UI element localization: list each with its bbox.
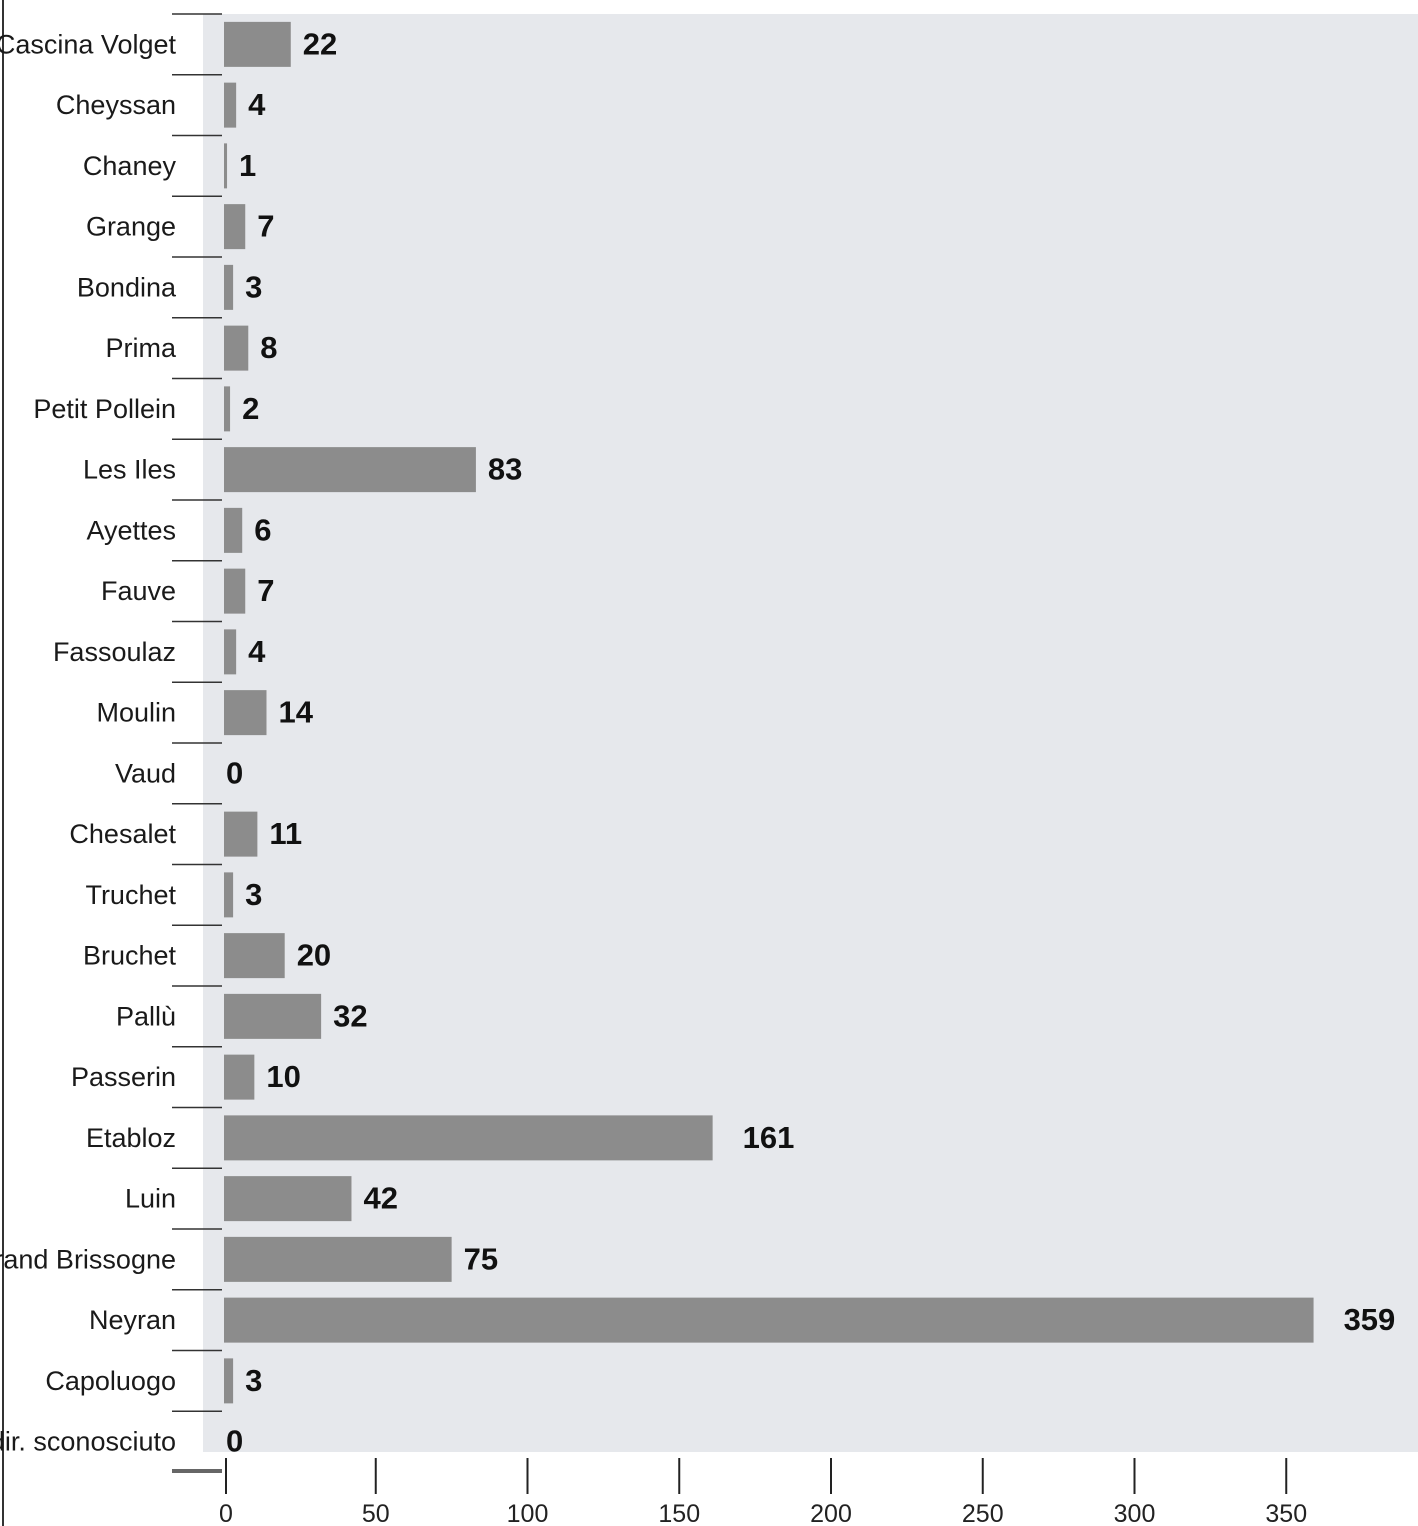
bar-17 xyxy=(224,1054,255,1100)
category-label: Prima xyxy=(105,333,176,363)
bar-11 xyxy=(224,690,267,736)
data-label: 161 xyxy=(743,1120,795,1155)
category-label: Chaney xyxy=(83,151,177,181)
bar-5 xyxy=(224,325,249,371)
data-label: 32 xyxy=(333,998,367,1033)
category-label: Bondina xyxy=(77,272,177,302)
data-label: 3 xyxy=(245,269,262,304)
data-label: 359 xyxy=(1344,1302,1396,1337)
category-label: Cascina Volget xyxy=(0,29,176,59)
bar-22 xyxy=(224,1358,234,1404)
category-label: Indir. sconosciuto xyxy=(0,1427,176,1457)
category-label: Capoluogo xyxy=(45,1366,176,1396)
category-label: Cheyssan xyxy=(56,90,176,120)
data-label: 7 xyxy=(257,573,274,608)
category-label: Grange xyxy=(86,212,176,242)
category-label: Les Iles xyxy=(83,455,176,485)
bar-15 xyxy=(224,933,285,979)
x-tick-label: 300 xyxy=(1114,1500,1156,1526)
category-label: Pallù xyxy=(116,1001,176,1031)
data-label: 11 xyxy=(269,816,302,851)
category-label: Luin xyxy=(125,1184,176,1214)
x-tick-label: 150 xyxy=(658,1500,700,1526)
data-label: 83 xyxy=(488,452,522,487)
data-label: 75 xyxy=(464,1241,498,1276)
bar-10 xyxy=(224,629,237,675)
data-label: 14 xyxy=(278,695,313,730)
bar-1 xyxy=(224,82,237,128)
category-label: Passerin xyxy=(71,1062,176,1092)
x-tick-label: 100 xyxy=(507,1500,549,1526)
bar-19 xyxy=(224,1176,352,1222)
data-label: 22 xyxy=(303,26,337,61)
data-label: 20 xyxy=(297,938,331,973)
category-label: Grand Brissogne xyxy=(0,1244,176,1274)
category-label: Bruchet xyxy=(83,941,177,971)
data-label: 8 xyxy=(260,330,277,365)
bar-18 xyxy=(224,1115,713,1161)
data-label: 42 xyxy=(363,1181,397,1216)
x-tick-label: 50 xyxy=(362,1500,390,1526)
x-tick-label: 250 xyxy=(962,1500,1004,1526)
category-label: Etabloz xyxy=(86,1123,176,1153)
bar-4 xyxy=(224,264,234,310)
data-label: 0 xyxy=(226,1424,243,1459)
bar-9 xyxy=(224,568,246,614)
data-label: 0 xyxy=(226,755,243,790)
x-tick-label: 350 xyxy=(1265,1500,1307,1526)
category-label: Fassoulaz xyxy=(53,637,176,667)
data-label: 3 xyxy=(245,877,262,912)
x-tick-label: 0 xyxy=(219,1500,233,1526)
bar-20 xyxy=(224,1236,452,1282)
bar-16 xyxy=(224,993,322,1039)
data-label: 6 xyxy=(254,512,271,547)
bar-3 xyxy=(224,204,246,250)
bar-6 xyxy=(224,386,231,432)
bar-2 xyxy=(224,143,228,189)
data-label: 4 xyxy=(248,634,266,669)
bar-13 xyxy=(224,811,258,857)
data-label: 4 xyxy=(248,87,266,122)
bar-8 xyxy=(224,507,243,553)
bar-14 xyxy=(224,872,234,918)
category-label: Truchet xyxy=(85,880,176,910)
data-label: 2 xyxy=(242,391,259,426)
data-label: 3 xyxy=(245,1363,262,1398)
data-label: 1 xyxy=(239,148,256,183)
x-tick-label: 200 xyxy=(810,1500,852,1526)
category-label: Moulin xyxy=(96,698,176,728)
bar-21 xyxy=(224,1297,1314,1343)
bar-7 xyxy=(224,447,476,493)
data-label: 10 xyxy=(266,1059,300,1094)
category-label: Vaud xyxy=(115,758,176,788)
category-label: Fauve xyxy=(101,576,176,606)
category-label: Ayettes xyxy=(86,515,176,545)
bar-0 xyxy=(224,21,291,67)
plot-area xyxy=(203,14,1418,1452)
data-label: 7 xyxy=(257,209,274,244)
category-label: Petit Pollein xyxy=(33,394,176,424)
category-label: Neyran xyxy=(89,1305,176,1335)
category-label: Chesalet xyxy=(69,819,176,849)
